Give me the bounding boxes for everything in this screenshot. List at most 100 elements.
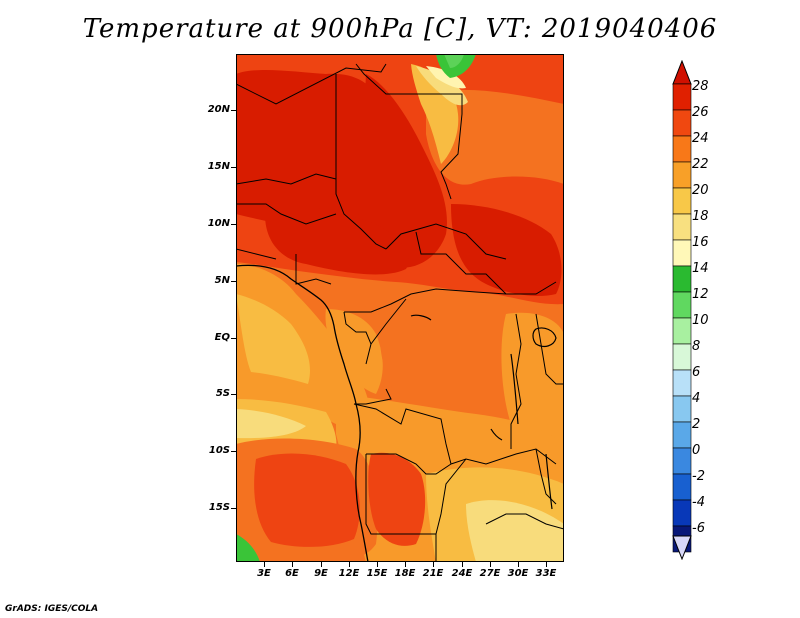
border-line — [353, 403, 452, 465]
colorbar-label: 20 — [692, 183, 709, 198]
border-line — [295, 254, 332, 285]
border-line — [385, 223, 507, 260]
colorbar-cell — [672, 187, 692, 215]
border-line — [236, 173, 337, 185]
border-line — [370, 298, 407, 345]
field-16-north — [426, 66, 466, 89]
colorbar-cell — [672, 135, 692, 163]
colorbar-cell — [672, 343, 692, 371]
lon-label: 18E — [394, 568, 416, 579]
lon-tick — [546, 562, 547, 567]
colorbar-cell — [672, 395, 692, 423]
lon-label: 27E — [479, 568, 501, 579]
colorbar-label: 28 — [692, 79, 709, 94]
lat-label: 20N — [207, 104, 230, 115]
border-line — [450, 448, 557, 465]
border-line — [236, 203, 337, 225]
colorbar-cell — [672, 447, 692, 475]
lon-tick — [518, 562, 519, 567]
colorbar-cell — [672, 499, 692, 527]
field-26-namibia — [254, 453, 360, 547]
lat-tick — [231, 224, 236, 225]
colorbar-label: 2 — [692, 417, 701, 432]
lon-label: 12E — [338, 568, 360, 579]
lat-tick — [231, 110, 236, 111]
colorbar-label: 0 — [692, 443, 701, 458]
colorbar-label: 4 — [692, 391, 701, 406]
lat-tick — [231, 338, 236, 339]
lat-tick — [231, 394, 236, 395]
colorbar-cell — [672, 83, 692, 111]
colorbar-cell — [672, 265, 692, 293]
lat-label: 10S — [208, 445, 230, 456]
field-22-congo — [325, 309, 383, 394]
lat-label: 5S — [215, 388, 230, 399]
border-line — [365, 454, 437, 562]
lake-mweru — [490, 428, 503, 441]
colorbar — [672, 60, 692, 560]
border-line — [335, 74, 387, 250]
colorbar-label: 24 — [692, 131, 709, 146]
lat-label: 15S — [208, 502, 230, 513]
field-26-botswana — [368, 452, 426, 546]
lat-tick — [231, 451, 236, 452]
border-line — [236, 248, 277, 260]
colorbar-label: -4 — [692, 495, 705, 510]
lon-label: 21E — [422, 568, 444, 579]
lon-tick — [405, 562, 406, 567]
colorbar-label: 14 — [692, 261, 709, 276]
lon-tick — [264, 562, 265, 567]
lake-malawi — [545, 453, 553, 510]
field-20-gulf — [236, 294, 311, 384]
colorbar-label: 8 — [692, 339, 701, 354]
border-line — [366, 453, 452, 475]
lon-tick — [292, 562, 293, 567]
colorbar-cell — [672, 317, 692, 345]
lon-label: 33E — [535, 568, 557, 579]
grads-credit: GrADS: IGES/COLA — [5, 604, 99, 614]
border-line — [344, 288, 507, 313]
border-line — [435, 458, 467, 535]
colorbar-cell — [672, 421, 692, 449]
colorbar-cell — [672, 369, 692, 397]
lon-tick — [377, 562, 378, 567]
colorbar-label: 26 — [692, 105, 709, 120]
lake-congo-basin — [410, 314, 432, 321]
colorbar-label: 6 — [692, 365, 701, 380]
field-28-west-sahel — [236, 69, 391, 231]
lon-label: 30E — [507, 568, 529, 579]
lat-label: 15N — [207, 161, 230, 172]
lat-tick — [231, 508, 236, 509]
colorbar-label: 10 — [692, 313, 709, 328]
colorbar-label: 16 — [692, 235, 709, 250]
field-18-north — [416, 66, 468, 106]
border-line — [485, 513, 564, 530]
map-title: Temperature at 900hPa [C], VT: 201904040… — [82, 14, 718, 44]
field-12-north — [444, 54, 464, 68]
lat-tick — [231, 281, 236, 282]
country-borders — [236, 63, 564, 562]
field-14-southwest — [236, 534, 260, 562]
field-18-angola-coast — [236, 409, 306, 439]
lat-label: 10N — [207, 218, 230, 229]
colorbar-label: 12 — [692, 287, 709, 302]
colorbar-cell — [672, 213, 692, 241]
lon-label: 15E — [366, 568, 388, 579]
lat-tick — [231, 167, 236, 168]
border-line — [440, 113, 463, 200]
colorbar-cell — [672, 109, 692, 137]
lon-tick — [462, 562, 463, 567]
colorbar-cell — [672, 473, 692, 501]
lon-tick — [433, 562, 434, 567]
border-line — [354, 388, 392, 405]
lon-tick — [349, 562, 350, 567]
field-28-east — [451, 204, 562, 296]
lake-victoria — [532, 327, 557, 348]
colorbar-label: 22 — [692, 157, 709, 172]
colorbar-label: -6 — [692, 521, 705, 536]
border-line — [236, 63, 387, 105]
border-line — [535, 313, 564, 385]
colorbar-label: -2 — [692, 469, 705, 484]
coastline — [236, 264, 369, 562]
colorbar-label: 18 — [692, 209, 709, 224]
